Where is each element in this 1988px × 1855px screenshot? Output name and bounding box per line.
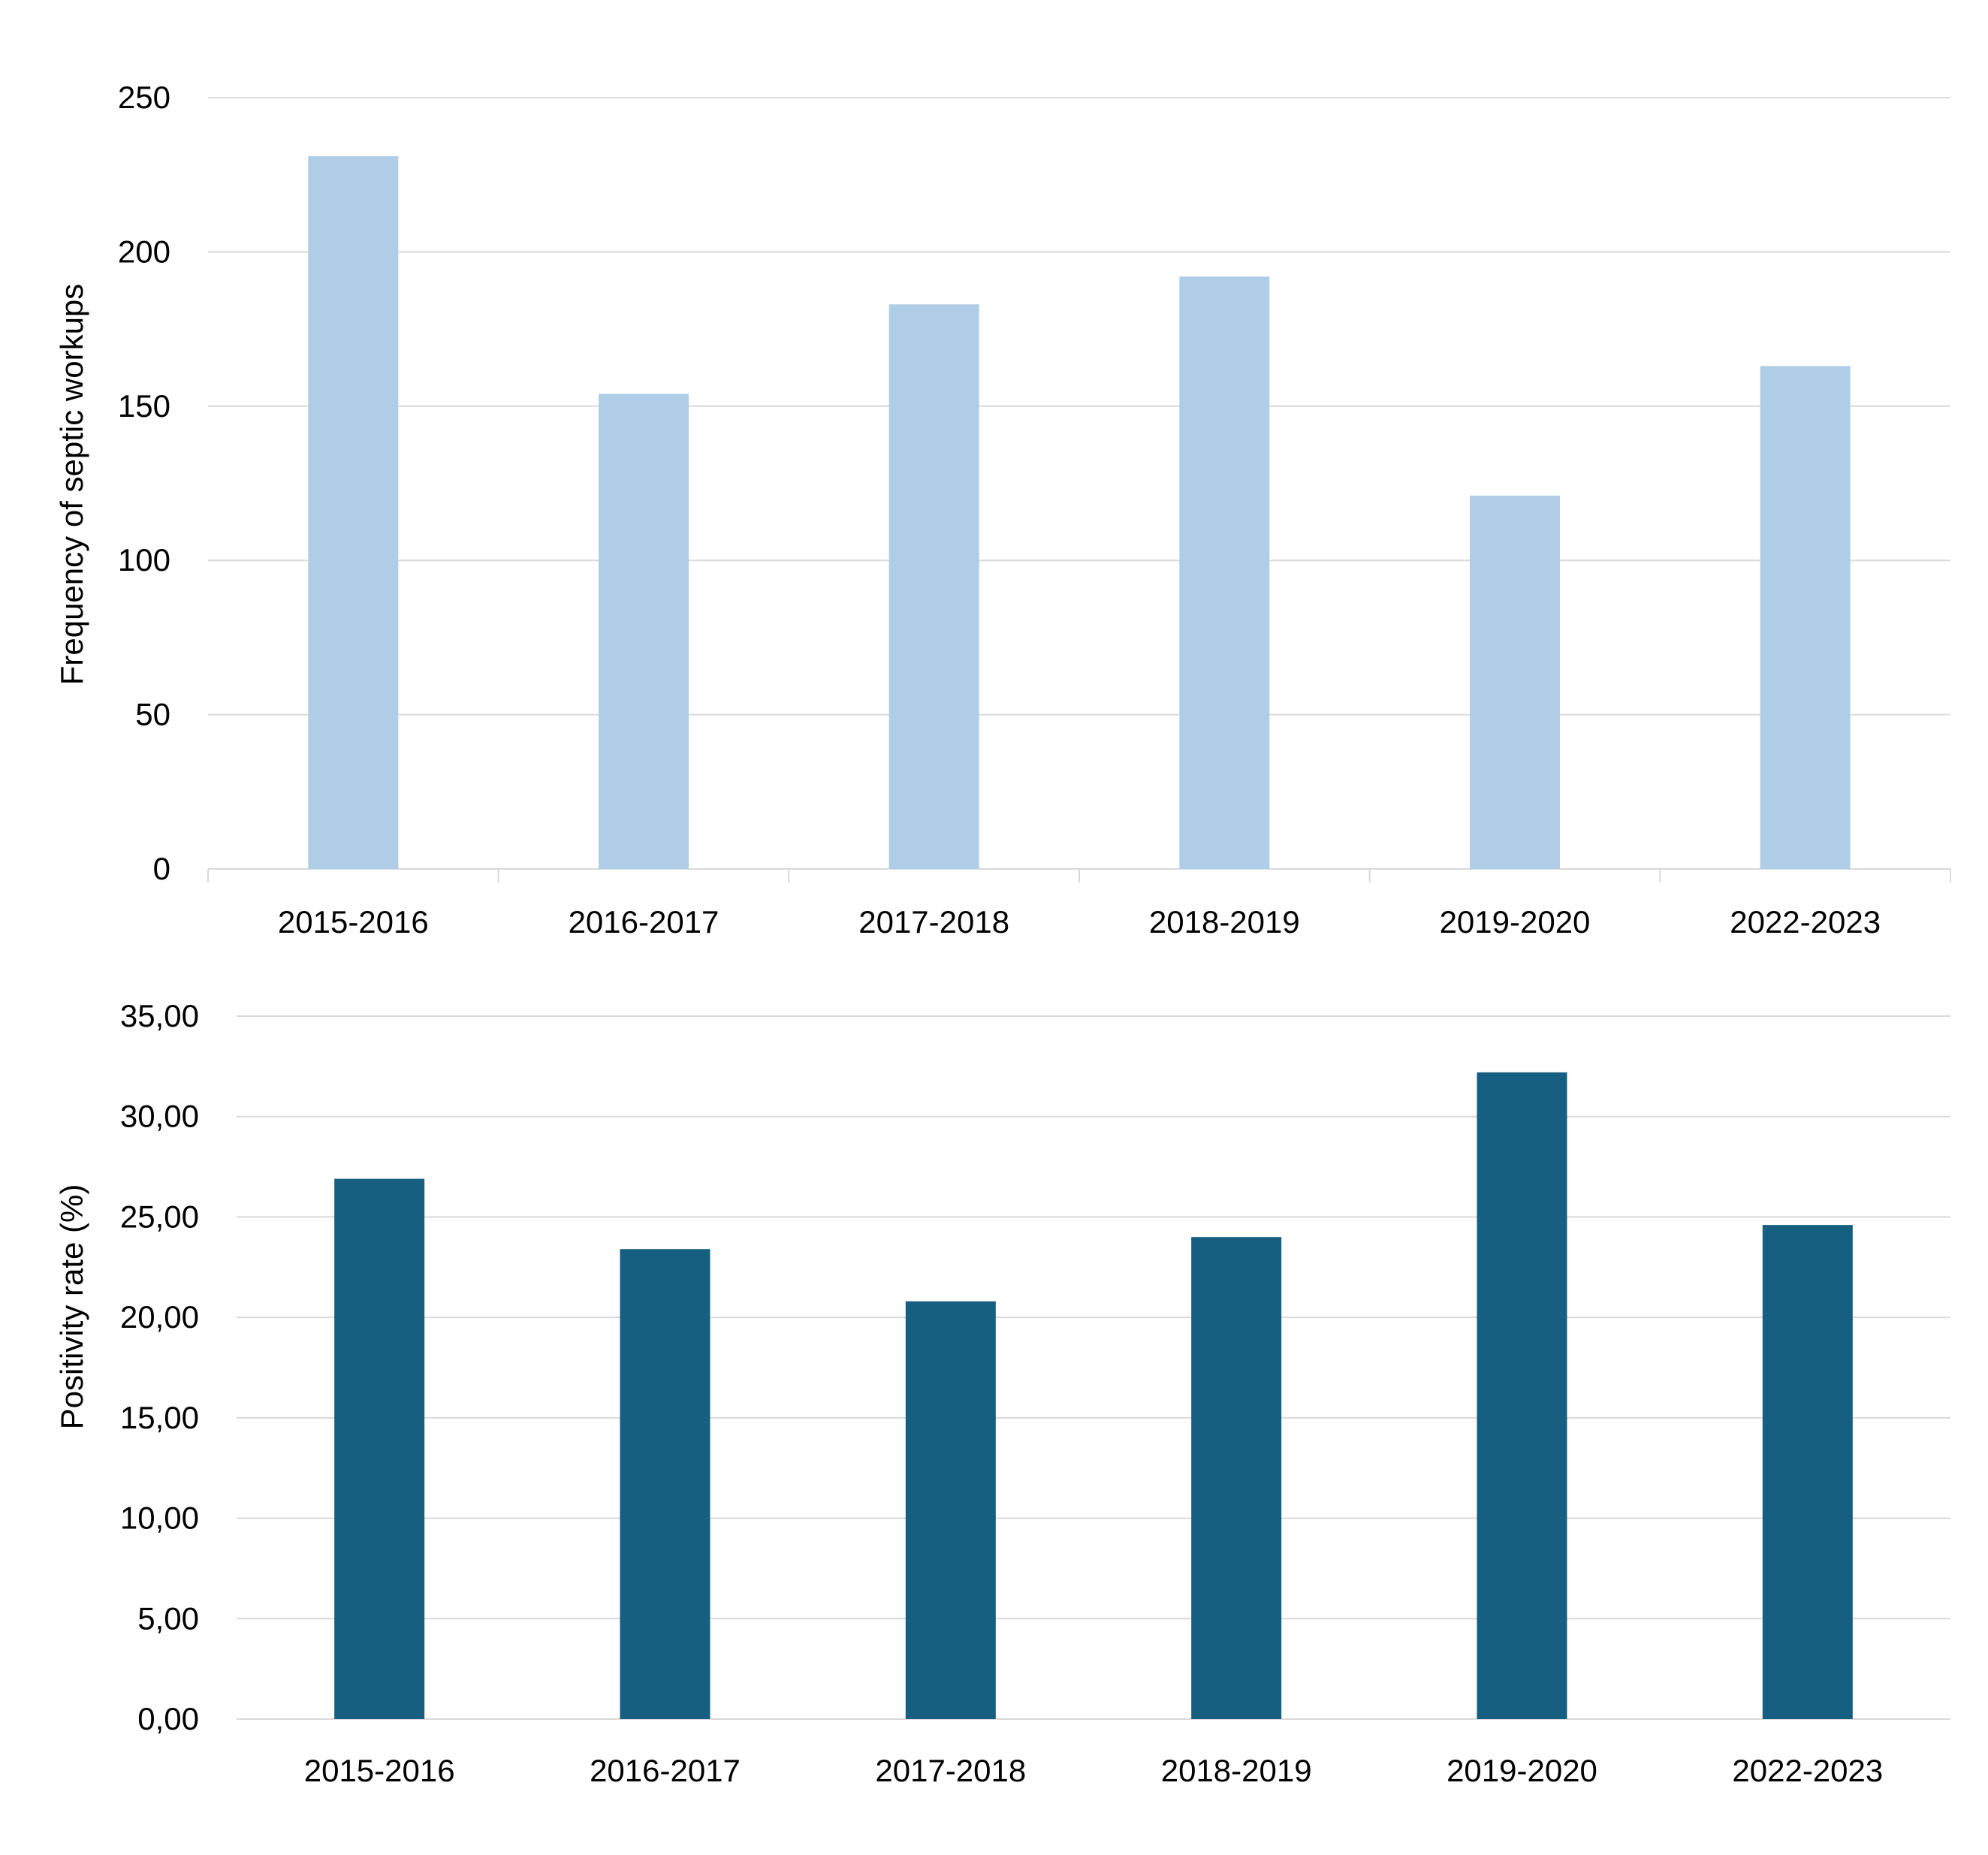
y-tick-label: 150	[118, 388, 170, 424]
x-tick-label: 2016-2017	[569, 904, 719, 940]
y-tick-label: 35,00	[120, 998, 199, 1033]
x-tick-label: 2019-2020	[1440, 904, 1591, 940]
bar-2017-2018	[888, 304, 979, 870]
x-tick-label: 2018-2019	[1161, 1753, 1312, 1788]
x-tick-label: 2017-2018	[875, 1753, 1026, 1788]
x-tick-label: 2019-2020	[1447, 1753, 1597, 1788]
y-tick-label: 30,00	[120, 1099, 199, 1134]
positivity-chart: Positivity rate (%) 0,00 5,00 10,00 15,00 20…	[54, 998, 1950, 1788]
y-tick-label: 5,00	[137, 1600, 199, 1636]
y-tick-label: 0,00	[137, 1701, 199, 1736]
y-tick-label: 10,00	[120, 1501, 199, 1536]
bar-2016-2017	[599, 394, 689, 869]
bar-2018-2019	[1191, 1237, 1282, 1719]
x-tick-label: 2018-2019	[1149, 904, 1300, 940]
x-tick-label: 2015-2016	[304, 1753, 455, 1788]
bar-2019-2020	[1477, 1072, 1567, 1719]
x-tick-label: 2016-2017	[590, 1753, 741, 1788]
y-tick-label: 250	[118, 80, 170, 115]
bar-2015-2016	[334, 1178, 425, 1719]
positivity-y-axis-title: Positivity rate (%)	[54, 1184, 89, 1430]
frequency-chart: Frequency of septic workups 0 50 100 150 200…	[54, 80, 1951, 940]
bar-2022-2023	[1762, 1225, 1853, 1719]
bar-2022-2023	[1760, 366, 1851, 869]
x-tick-label: 2017-2018	[858, 904, 1009, 940]
y-tick-label: 0	[153, 851, 170, 886]
bar-2019-2020	[1470, 495, 1560, 869]
y-tick-label: 20,00	[120, 1299, 199, 1335]
bar-2016-2017	[620, 1249, 710, 1719]
y-tick-label: 100	[118, 542, 170, 578]
y-tick-label: 50	[135, 697, 170, 732]
bar-2018-2019	[1179, 276, 1270, 869]
bar-2015-2016	[308, 156, 399, 869]
frequency-y-axis-title: Frequency of septic workups	[54, 284, 89, 686]
x-tick-label: 2022-2023	[1730, 904, 1881, 940]
y-tick-label: 15,00	[120, 1400, 199, 1435]
x-tick-label: 2022-2023	[1732, 1753, 1883, 1788]
x-tick-label: 2015-2016	[278, 904, 429, 940]
bar-2017-2018	[905, 1301, 996, 1719]
y-tick-label: 25,00	[120, 1199, 199, 1234]
y-tick-label: 200	[118, 234, 170, 269]
